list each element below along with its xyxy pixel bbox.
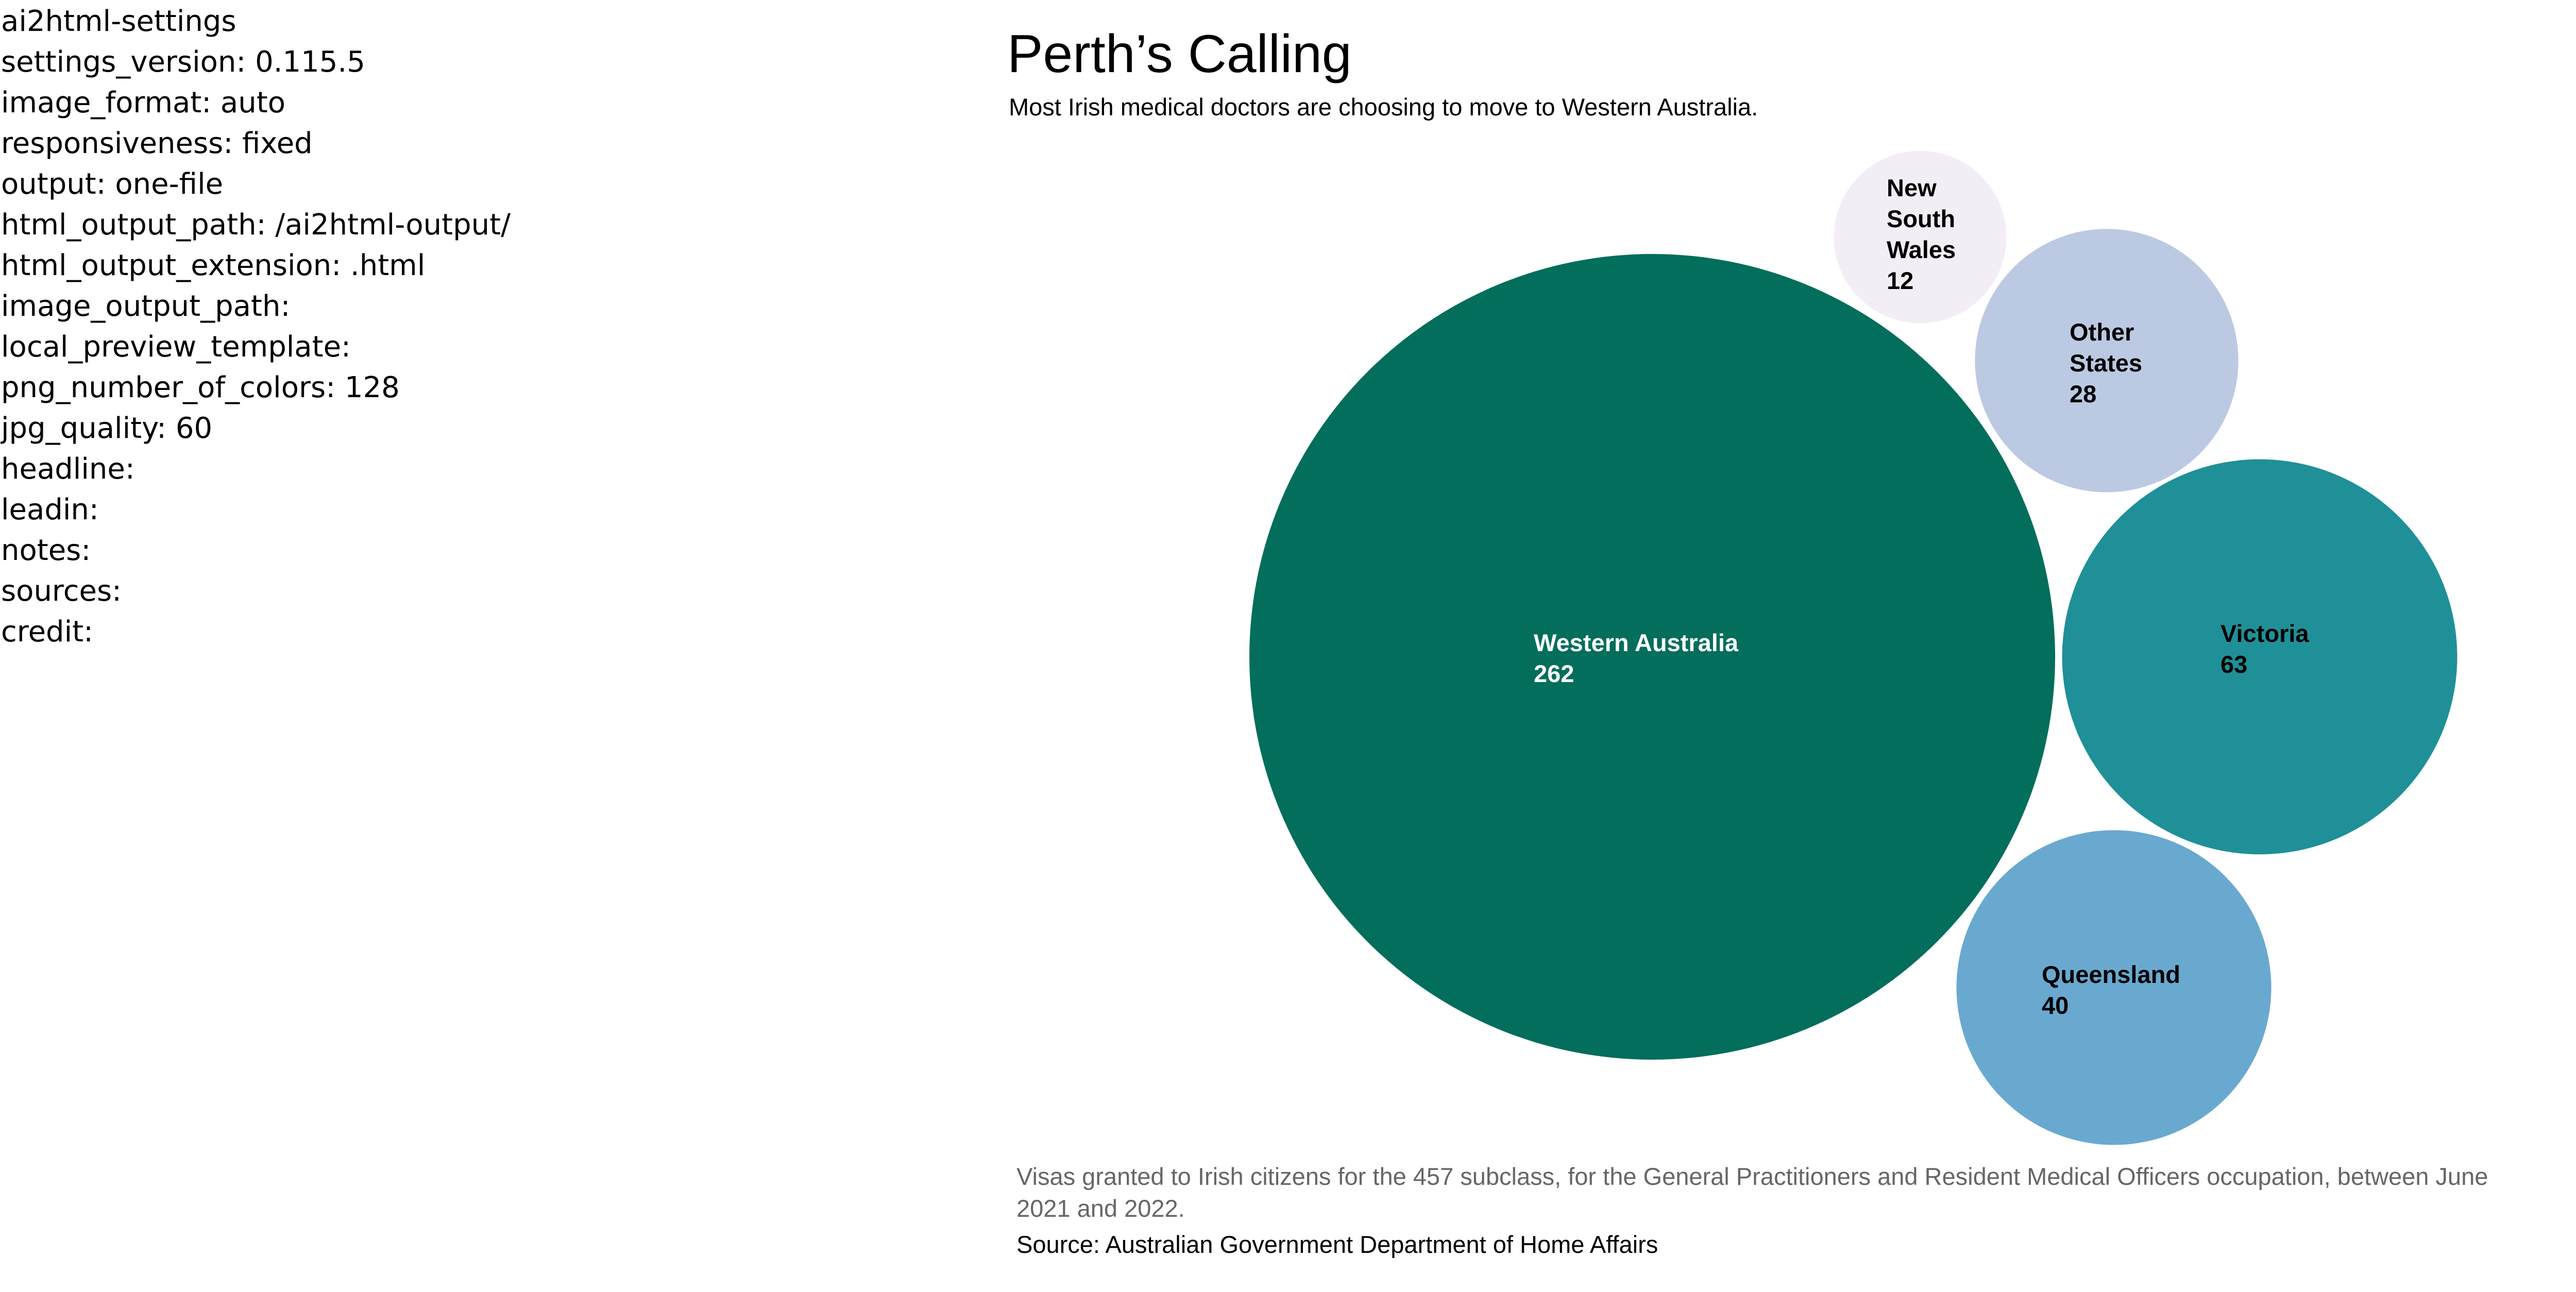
bubble-name: Western Australia: [1534, 629, 1739, 656]
settings-line: credit:: [1, 615, 93, 649]
bubble-name: Queensland: [2042, 961, 2181, 988]
bubble-value: 40: [2042, 992, 2069, 1019]
settings-line: image_output_path:: [1, 290, 291, 323]
bubble-name: Victoria: [2221, 620, 2309, 647]
bubble-value: 12: [1887, 267, 1914, 294]
bubble-label-other-states: Other States 28: [2070, 317, 2142, 410]
settings-line: html_output_path: /ai2html-output/: [1, 208, 511, 242]
settings-line: local_preview_template:: [1, 330, 351, 364]
settings-line: png_number_of_colors: 128: [1, 371, 400, 404]
settings-line: image_format: auto: [1, 86, 285, 120]
bubble-new-south-wales: [1834, 150, 2007, 324]
bubble-label-new-south-wales: New South Wales 12: [1887, 173, 1956, 296]
chart-source: Source: Australian Government Department…: [1016, 1231, 1658, 1258]
bubble-value: 262: [1534, 660, 1574, 687]
settings-line: jpg_quality: 60: [1, 412, 213, 445]
bubble-other-states: [1975, 229, 2239, 492]
settings-line: responsiveness: fixed: [1, 127, 313, 160]
settings-line: leadin:: [1, 493, 99, 526]
chart-subtitle: Most Irish medical doctors are choosing …: [1009, 93, 1758, 121]
bubble-queensland: [1956, 830, 2272, 1145]
chart-title: Perth’s Calling: [1007, 24, 1352, 84]
bubble-label-queensland: Queensland 40: [2042, 959, 2180, 1021]
settings-line: notes:: [1, 534, 91, 567]
bubble-value: 63: [2221, 651, 2248, 678]
settings-line: output: one-file: [1, 167, 224, 201]
settings-line: settings_version: 0.115.5: [1, 45, 365, 79]
settings-line: ai2html-settings: [1, 5, 236, 38]
bubble-name: Other States: [2070, 318, 2143, 377]
bubble-label-victoria: Victoria 63: [2221, 618, 2309, 680]
bubble-value: 28: [2070, 380, 2097, 407]
chart-note: Visas granted to Irish citizens for the …: [1016, 1163, 2488, 1222]
bubble-western-australia: [1249, 254, 2055, 1060]
bubble-victoria: [2062, 459, 2458, 855]
bubble-name: New South Wales: [1887, 174, 1956, 263]
ai2html-settings-block: ai2html-settings settings_version: 0.115.…: [1, 1, 511, 652]
settings-line: headline:: [1, 452, 135, 486]
settings-line: html_output_extension: .html: [1, 249, 426, 282]
settings-line: sources:: [1, 574, 122, 608]
bubble-label-western-australia: Western Australia 262: [1534, 627, 1738, 689]
